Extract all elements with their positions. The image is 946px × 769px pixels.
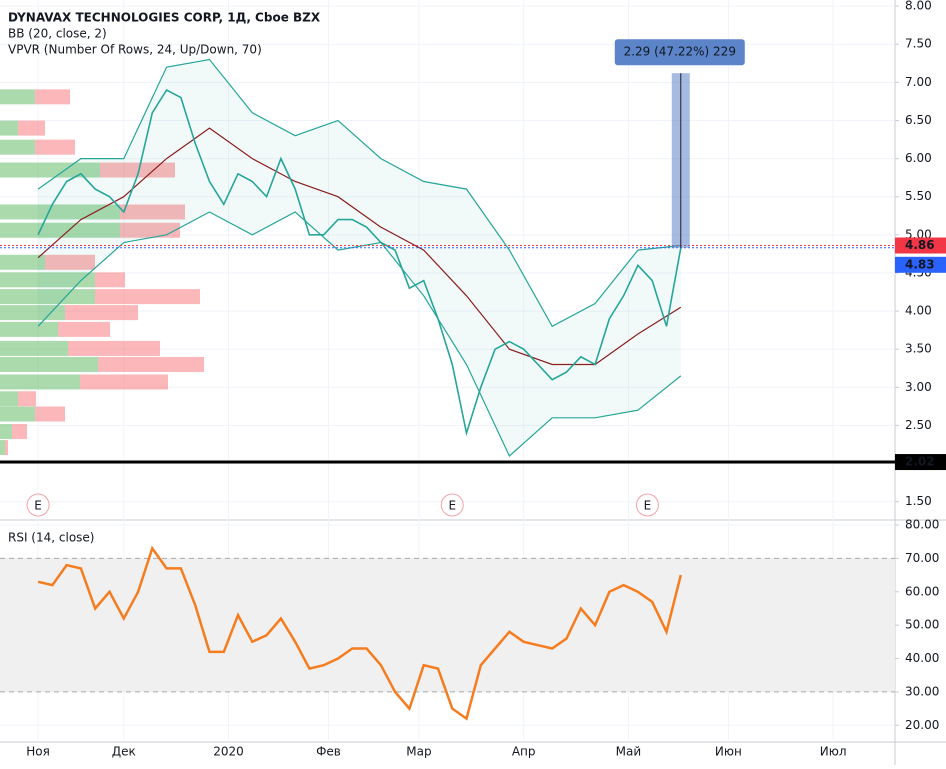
- volume-down: [68, 340, 160, 356]
- volume-up: [0, 424, 12, 440]
- bb-upper: [37, 58, 681, 328]
- y-tick-label: 70.00: [905, 551, 939, 565]
- volume-up: [0, 356, 98, 372]
- y-tick-label: 30.00: [905, 684, 939, 698]
- y-tick-label: 3.50: [905, 342, 932, 356]
- earnings-label: E: [34, 499, 42, 513]
- earnings-marker: [440, 493, 464, 517]
- volume-down: [120, 222, 180, 238]
- y-tick-label: 20.00: [905, 718, 939, 732]
- x-tick-label: 2020: [213, 745, 244, 759]
- x-tick-label: Апр: [512, 745, 536, 759]
- volume-up: [0, 440, 5, 456]
- indicator-label: BB (20, close, 2): [8, 27, 107, 41]
- indicator-label: VPVR (Number Of Rows, 24, Up/Down, 70): [8, 43, 262, 57]
- bb-fill: [38, 59, 681, 456]
- y-tick-label: 2.50: [905, 418, 932, 432]
- volume-down: [58, 321, 110, 337]
- volume-up: [0, 391, 18, 407]
- x-tick-label: Июл: [820, 745, 847, 759]
- volume-down: [18, 391, 36, 407]
- volume-down: [45, 254, 95, 270]
- y-tick-label: 7.50: [905, 37, 932, 51]
- pane-title: DYNAVAX TECHNOLOGIES CORP, 1Д, Cboe BZX: [8, 11, 321, 25]
- volume-up: [0, 204, 120, 220]
- y-tick-label: 1.50: [905, 494, 932, 508]
- y-tick-label: 8.00: [905, 0, 932, 13]
- volume-down: [95, 272, 125, 288]
- volume-up: [0, 254, 45, 270]
- volume-up: [0, 139, 35, 155]
- earnings-label: E: [644, 499, 652, 513]
- bb-lower: [37, 211, 682, 457]
- x-tick-label: Ноя: [26, 745, 50, 759]
- volume-down: [18, 120, 45, 136]
- earnings-marker: [26, 493, 50, 517]
- series-line: [37, 545, 683, 721]
- y-tick-label: 4.00: [905, 304, 932, 318]
- volume-down: [35, 89, 70, 105]
- x-tick-label: Мар: [406, 745, 431, 759]
- volume-up: [0, 321, 58, 337]
- price-label-bg: [895, 454, 946, 471]
- pane-title: RSI (14, close): [8, 531, 94, 545]
- x-tick-label: Май: [616, 745, 642, 759]
- volume-down: [80, 374, 168, 390]
- price-label-bg: [895, 237, 946, 254]
- volume-down: [12, 424, 27, 440]
- y-tick-label: 6.50: [905, 113, 932, 127]
- volume-up: [0, 272, 95, 288]
- volume-up: [0, 162, 100, 178]
- volume-down: [98, 356, 204, 372]
- volume-up: [0, 374, 80, 390]
- price-label-bg: [895, 256, 946, 273]
- y-tick-label: 50.00: [905, 618, 939, 632]
- volume-down: [95, 289, 200, 305]
- price-label: 4.86: [905, 238, 935, 252]
- y-tick-label: 6.00: [905, 151, 932, 165]
- earnings-label: E: [448, 499, 456, 513]
- rsi-band: [0, 558, 895, 692]
- y-tick-label: 80.00: [905, 518, 939, 532]
- volume-down: [35, 139, 75, 155]
- volume-up: [0, 340, 68, 356]
- y-tick-label: 3.00: [905, 380, 932, 394]
- volume-down: [120, 204, 185, 220]
- y-tick-label: 7.00: [905, 75, 932, 89]
- x-tick-label: Июн: [715, 745, 742, 759]
- volume-up: [0, 289, 95, 305]
- volume-down: [35, 406, 65, 422]
- volume-up: [0, 406, 35, 422]
- earnings-marker: [635, 493, 659, 517]
- volume-up: [0, 120, 18, 136]
- measure-label: 2.29 (47.22%) 229: [624, 45, 736, 59]
- volume-down: [5, 440, 8, 456]
- volume-down: [100, 162, 175, 178]
- volume-up: [0, 222, 120, 238]
- x-tick-label: Фев: [316, 745, 341, 759]
- series-line: [37, 88, 682, 437]
- volume-up: [0, 305, 65, 321]
- volume-down: [65, 305, 138, 321]
- y-tick-label: 5.50: [905, 189, 932, 203]
- volume-up: [0, 89, 35, 105]
- price-label: 4.83: [905, 257, 935, 271]
- y-tick-label: 60.00: [905, 584, 939, 598]
- x-tick-label: Дек: [112, 745, 136, 759]
- y-tick-label: 40.00: [905, 651, 939, 665]
- price-label: 2.02: [905, 455, 935, 469]
- measure-box: [614, 39, 745, 66]
